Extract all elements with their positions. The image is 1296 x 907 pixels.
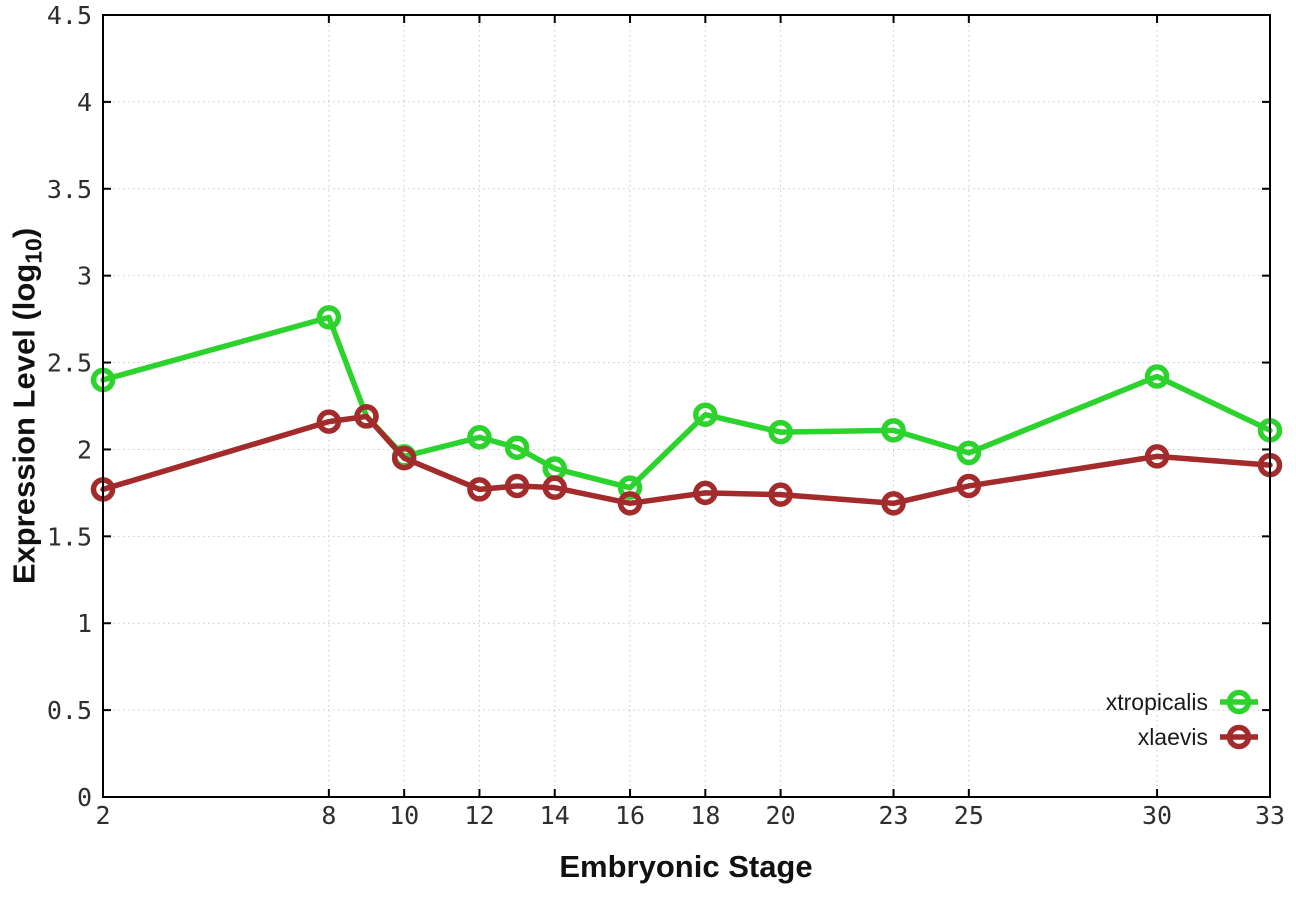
series-line-xtropicalis: [100, 314, 1273, 491]
data-point-xlaevis-stage-20: [768, 482, 793, 507]
x-tick-label-33: 33: [1255, 801, 1285, 830]
y-axis-title: Expression Level (log10): [7, 228, 48, 584]
gridlines: [102, 14, 1271, 798]
x-tick-label-25: 25: [954, 801, 984, 830]
data-point-xtropicalis-stage-18: [693, 402, 718, 427]
data-point-xlaevis-stage-9: [354, 404, 379, 429]
legend: xtropicalis xlaevis: [1106, 689, 1258, 750]
y-tick-label-1: 1: [77, 609, 92, 638]
data-point-xtropicalis-stage-16: [617, 475, 643, 500]
data-point-xlaevis-stage-10: [391, 445, 417, 471]
x-tick-label-20: 20: [766, 801, 796, 830]
y-tick-label-0.5: 0.5: [47, 696, 92, 725]
data-point-xtropicalis-stage-13: [504, 435, 530, 460]
y-axis-title-subscript: 10: [20, 238, 47, 264]
plot-frame: [102, 14, 1271, 798]
tick-marks: [102, 14, 1271, 798]
x-tick-label-23: 23: [878, 801, 908, 830]
data-point-xtropicalis-stage-25: [956, 440, 982, 466]
data-point-xtropicalis-stage-8: [316, 305, 342, 330]
data-point-xlaevis-stage-13: [504, 473, 530, 499]
data-point-xlaevis-stage-23: [881, 491, 906, 516]
plot-border: [102, 14, 1271, 798]
y-tick-label-4.5: 4.5: [47, 1, 92, 30]
y-tick-label-0: 0: [77, 783, 92, 812]
legend-item-xtropicalis: xtropicalis: [1106, 689, 1258, 715]
x-axis-title: Embryonic Stage: [559, 849, 813, 884]
tick-labels: 2 8 10 12 14 16 18 20 23 25 30 33 0 0.5 1 1.5 2 2.5 3 3.5 4 4…: [47, 1, 1285, 830]
legend-marker-xlaevis: [1226, 724, 1252, 750]
y-tick-label-4: 4: [77, 88, 92, 117]
y-tick-label-3: 3: [77, 262, 92, 291]
legend-marker-xtropicalis: [1226, 689, 1252, 715]
series-group: [90, 305, 1283, 516]
y-tick-label-3.5: 3.5: [47, 175, 92, 204]
x-tick-label-16: 16: [615, 801, 645, 830]
data-point-xtropicalis-stage-12: [467, 425, 492, 450]
data-point-xlaevis-stage-14: [542, 475, 567, 500]
legend-label-xtropicalis: xtropicalis: [1106, 689, 1208, 715]
data-point-xlaevis-stage-25: [956, 473, 982, 499]
series-xlaevis: [90, 404, 1283, 516]
x-tick-label-30: 30: [1142, 801, 1172, 830]
x-tick-label-14: 14: [540, 801, 570, 830]
data-point-xlaevis-stage-8: [316, 409, 342, 434]
data-point-xtropicalis-stage-23: [881, 418, 906, 443]
x-tick-label-10: 10: [389, 801, 419, 830]
data-point-xlaevis-stage-16: [617, 491, 643, 516]
data-point-xtropicalis-stage-30: [1144, 364, 1170, 389]
x-tick-label-18: 18: [690, 801, 720, 830]
series-xtropicalis: [90, 305, 1283, 500]
y-axis-title-suffix: ): [6, 227, 42, 239]
x-tick-label-8: 8: [321, 801, 336, 830]
data-point-xlaevis-stage-30: [1144, 444, 1170, 469]
x-tick-label-12: 12: [464, 801, 494, 830]
y-tick-label-1.5: 1.5: [47, 522, 92, 551]
data-point-xtropicalis-stage-20: [768, 419, 793, 445]
legend-item-xlaevis: xlaevis: [1138, 724, 1258, 750]
x-tick-label-2: 2: [95, 801, 110, 830]
data-point-xlaevis-stage-12: [467, 477, 492, 502]
y-tick-label-2: 2: [77, 435, 92, 464]
legend-label-xlaevis: xlaevis: [1138, 724, 1208, 750]
data-point-xlaevis-stage-18: [693, 480, 718, 506]
y-axis-title-prefix: Expression Level (log: [6, 263, 42, 585]
y-tick-label-2.5: 2.5: [47, 349, 92, 378]
